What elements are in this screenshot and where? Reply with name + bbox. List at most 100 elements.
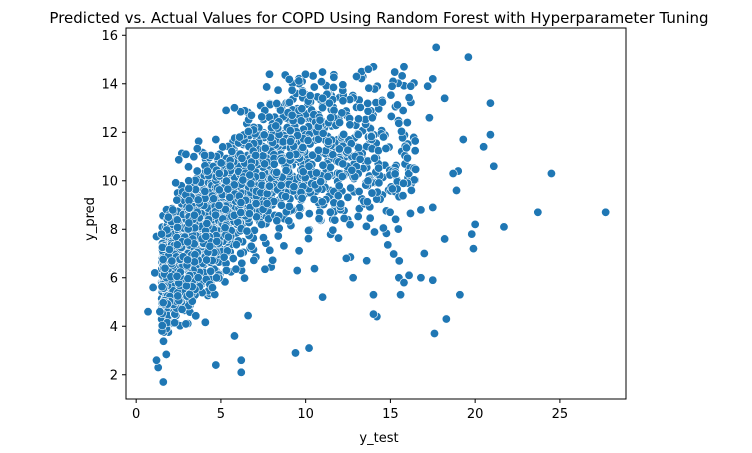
- scatter-point: [328, 225, 338, 235]
- scatter-point: [377, 97, 387, 107]
- scatter-point: [314, 145, 324, 155]
- scatter-point: [294, 246, 304, 256]
- scatter-point: [368, 290, 378, 300]
- scatter-point: [398, 191, 408, 201]
- scatter-point: [318, 103, 328, 113]
- scatter-point: [155, 307, 165, 317]
- scatter-point: [157, 282, 167, 292]
- scatter-point: [489, 161, 499, 171]
- scatter-point: [269, 159, 279, 169]
- scatter-point: [345, 120, 355, 130]
- scatter-point: [264, 69, 274, 79]
- scatter-point: [428, 275, 438, 285]
- scatter-point: [404, 270, 414, 280]
- scatter-point: [318, 292, 328, 302]
- scatter-point: [343, 192, 353, 202]
- scatter-point: [394, 256, 404, 266]
- scatter-point: [378, 223, 388, 233]
- scatter-point: [362, 197, 372, 207]
- scatter-point: [216, 158, 226, 168]
- scatter-point: [338, 96, 348, 106]
- scatter-point: [262, 82, 272, 92]
- scatter-point: [238, 175, 248, 185]
- scatter-point: [383, 240, 393, 250]
- scatter-point: [363, 98, 373, 108]
- scatter-point: [272, 98, 282, 108]
- scatter-point: [364, 83, 374, 93]
- x-tick-label: 20: [467, 407, 484, 422]
- scatter-point: [467, 229, 477, 239]
- scatter-point: [308, 71, 318, 81]
- scatter-point: [257, 219, 267, 229]
- scatter-point: [229, 103, 239, 113]
- scatter-point: [271, 121, 281, 131]
- scatter-point: [303, 234, 313, 244]
- scatter-point: [260, 143, 270, 153]
- x-tick-label: 5: [217, 407, 225, 422]
- y-tick-label: 10: [101, 174, 118, 189]
- x-tick-label: 15: [382, 407, 399, 422]
- scatter-point: [153, 362, 163, 372]
- y-tick-label: 4: [110, 320, 118, 335]
- scatter-point: [284, 74, 294, 84]
- scatter-point: [184, 218, 194, 228]
- scatter-point: [335, 118, 345, 128]
- scatter-point: [402, 118, 412, 128]
- scatter-point: [273, 85, 283, 95]
- scatter-point: [174, 155, 184, 165]
- scatter-point: [330, 215, 340, 225]
- scatter-point: [251, 199, 261, 209]
- scatter-point: [281, 165, 291, 175]
- scatter-point: [397, 126, 407, 136]
- scatter-point: [336, 199, 346, 209]
- scatter-point: [298, 87, 308, 97]
- scatter-point: [258, 233, 268, 243]
- scatter-point: [533, 207, 543, 217]
- scatter-point: [184, 203, 194, 213]
- scatter-point: [274, 223, 284, 233]
- scatter-point: [284, 201, 294, 211]
- scatter-point: [329, 105, 339, 115]
- scatter-point: [181, 281, 191, 291]
- scatter-point: [324, 98, 334, 108]
- scatter-point: [246, 241, 256, 251]
- scatter-point: [231, 264, 241, 274]
- scatter-point: [229, 180, 239, 190]
- scatter-point: [391, 214, 401, 224]
- scatter-point: [205, 241, 215, 251]
- scatter-point: [458, 135, 468, 145]
- scatter-point: [463, 52, 473, 62]
- scatter-point: [347, 165, 357, 175]
- scatter-point: [181, 319, 191, 329]
- scatter-point: [423, 81, 433, 91]
- scatter-point: [262, 199, 272, 209]
- scatter-point: [236, 367, 246, 377]
- scatter-point: [416, 205, 426, 215]
- scatter-point: [281, 192, 291, 202]
- scatter-point: [285, 126, 295, 136]
- scatter-point: [200, 150, 210, 160]
- scatter-point: [246, 179, 256, 189]
- scatter-point: [317, 67, 327, 77]
- scatter-point: [334, 144, 344, 154]
- scatter-point: [229, 331, 239, 341]
- scatter-point: [157, 229, 167, 239]
- scatter-point: [192, 166, 202, 176]
- scatter-point: [284, 97, 294, 107]
- scatter-point: [317, 197, 327, 207]
- x-tick-label: 10: [297, 407, 314, 422]
- scatter-point: [200, 186, 210, 196]
- scatter-point: [411, 164, 421, 174]
- scatter-point: [284, 216, 294, 226]
- scatter-point: [236, 355, 246, 365]
- scatter-point: [279, 241, 289, 251]
- scatter-point: [318, 128, 328, 138]
- scatter-point: [389, 249, 399, 259]
- scatter-point: [323, 136, 333, 146]
- scatter-point: [333, 191, 343, 201]
- scatter-point: [366, 132, 376, 142]
- x-axis-label: y_test: [359, 431, 398, 446]
- scatter-point: [161, 349, 171, 359]
- scatter-point: [448, 168, 458, 178]
- scatter-point: [287, 110, 297, 120]
